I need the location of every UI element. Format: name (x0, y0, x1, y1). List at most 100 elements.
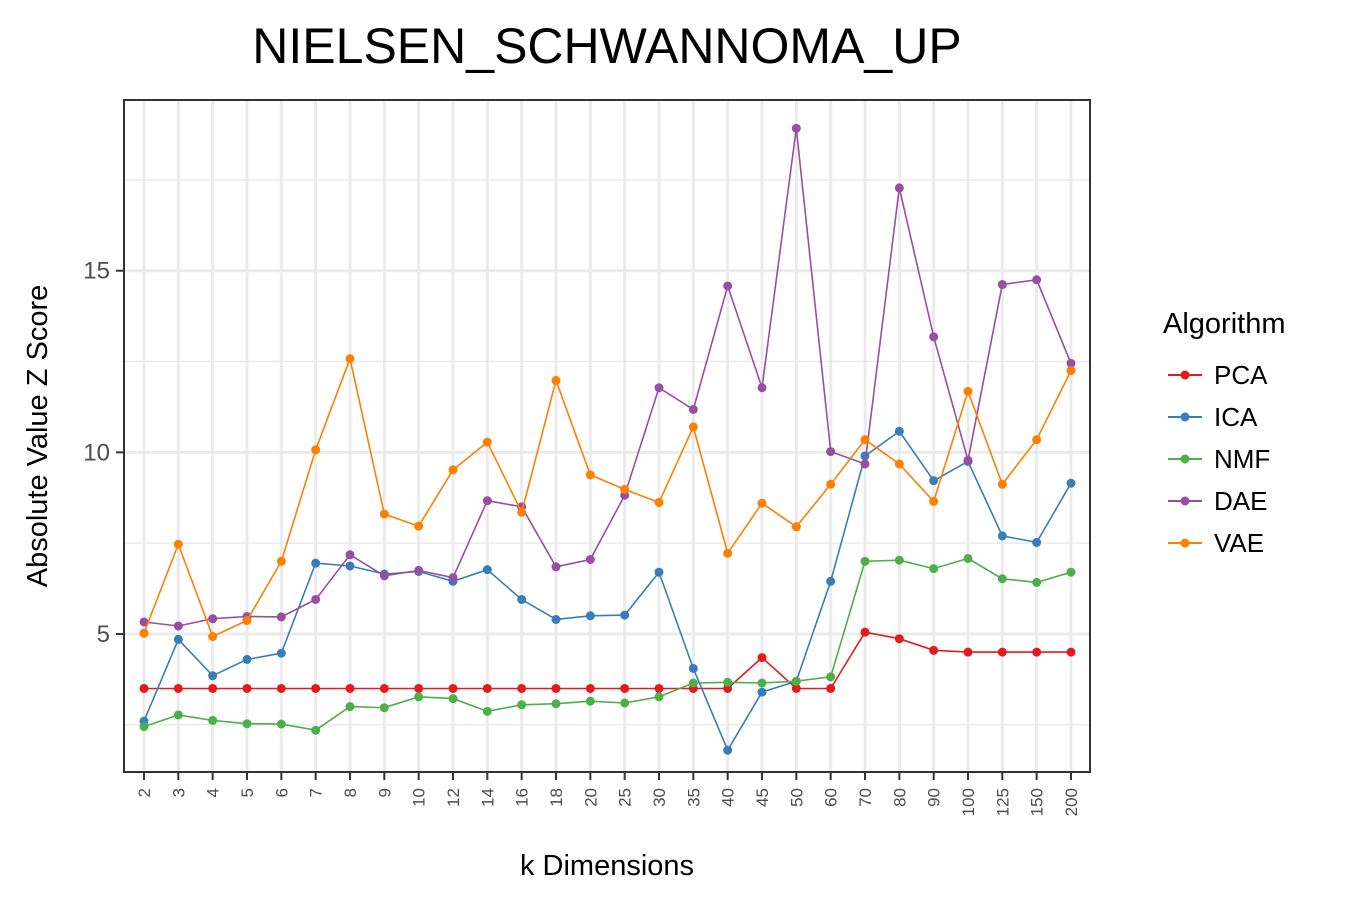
data-point-pca (173, 683, 183, 693)
series-layer (139, 123, 1076, 755)
data-point-pca (860, 627, 870, 637)
x-tick-label: 50 (787, 788, 806, 807)
data-point-ica (208, 671, 218, 681)
data-point-pca (448, 683, 458, 693)
data-point-ica (345, 561, 355, 571)
data-point-pca (1032, 647, 1042, 657)
data-point-vae (860, 435, 870, 445)
data-point-dae (826, 447, 836, 457)
x-tick-label: 3 (169, 788, 188, 797)
data-point-dae (757, 383, 767, 393)
x-tick-label: 30 (650, 788, 669, 807)
data-point-pca (723, 683, 733, 693)
data-point-ica (929, 476, 939, 486)
legend-key-point (1180, 496, 1190, 506)
data-point-nmf (1066, 567, 1076, 577)
legend-item-ica: ICA (1168, 402, 1258, 432)
data-point-nmf (311, 725, 321, 735)
data-point-pca (276, 683, 286, 693)
data-point-dae (414, 565, 424, 575)
data-point-dae (791, 123, 801, 133)
data-point-vae (482, 437, 492, 447)
x-tick-label: 18 (547, 788, 566, 807)
data-point-ica (585, 611, 595, 621)
data-point-dae (1066, 358, 1076, 368)
data-point-vae (208, 632, 218, 642)
data-point-dae (1032, 275, 1042, 285)
data-point-nmf (208, 715, 218, 725)
data-point-dae (379, 571, 389, 581)
chart-title: NIELSEN_SCHWANNOMA_UP (252, 18, 961, 74)
legend-item-dae: DAE (1168, 486, 1267, 516)
legend-label: NMF (1214, 444, 1270, 474)
x-tick-label: 14 (478, 788, 497, 807)
data-point-nmf (242, 719, 252, 729)
data-point-vae (929, 496, 939, 506)
x-tick-label: 150 (1028, 788, 1047, 816)
data-point-vae (757, 498, 767, 508)
data-point-ica (1032, 537, 1042, 547)
x-tick-label: 125 (993, 788, 1012, 816)
legend-key-point (1180, 454, 1190, 464)
data-point-nmf (963, 553, 973, 563)
data-point-ica (1066, 478, 1076, 488)
x-tick-label: 2 (135, 788, 154, 797)
data-point-pca (997, 647, 1007, 657)
data-point-pca (894, 634, 904, 644)
data-point-dae (482, 496, 492, 506)
x-tick-label: 80 (890, 788, 909, 807)
data-point-nmf (860, 556, 870, 566)
data-point-nmf (826, 672, 836, 682)
data-point-pca (654, 683, 664, 693)
data-point-ica (654, 567, 664, 577)
x-tick-label: 12 (444, 788, 463, 807)
data-point-dae (723, 281, 733, 291)
x-tick-label: 40 (719, 788, 738, 807)
x-tick-label: 35 (684, 788, 703, 807)
data-point-vae (585, 470, 595, 480)
data-point-ica (173, 634, 183, 644)
data-point-vae (414, 521, 424, 531)
x-tick-label: 20 (581, 788, 600, 807)
data-point-ica (997, 531, 1007, 541)
x-tick-label: 60 (822, 788, 841, 807)
panel-border (123, 99, 1091, 773)
x-tick-label: 90 (925, 788, 944, 807)
x-tick-label: 100 (959, 788, 978, 816)
data-point-nmf (414, 692, 424, 702)
data-point-vae (894, 459, 904, 469)
data-point-ica (242, 654, 252, 664)
data-point-dae (963, 455, 973, 465)
data-point-ica (482, 565, 492, 575)
data-point-nmf (139, 722, 149, 732)
series-line-nmf (143, 557, 1072, 732)
data-point-pca (929, 645, 939, 655)
data-point-nmf (791, 676, 801, 686)
data-point-vae (311, 445, 321, 455)
data-point-dae (345, 550, 355, 560)
data-point-pca (379, 683, 389, 693)
data-point-vae (517, 507, 527, 517)
data-point-pca (620, 683, 630, 693)
data-point-dae (894, 183, 904, 193)
data-point-dae (173, 621, 183, 631)
data-point-pca (963, 647, 973, 657)
data-point-vae (688, 422, 698, 432)
series-line-pca (144, 631, 1071, 690)
data-point-dae (139, 617, 149, 627)
x-tick-label: 9 (375, 788, 394, 797)
legend-key-point (1180, 538, 1190, 548)
data-point-vae (791, 522, 801, 532)
data-point-ica (826, 576, 836, 586)
series-line-dae (143, 128, 1072, 627)
data-point-nmf (379, 703, 389, 713)
data-point-ica (517, 594, 527, 604)
grid-major (124, 100, 1090, 772)
data-point-dae (997, 280, 1007, 290)
data-point-vae (173, 539, 183, 549)
legend-key-point (1180, 370, 1190, 380)
y-axis: 5 10 15 (83, 258, 124, 648)
data-point-vae (345, 354, 355, 364)
x-tick-label: 16 (513, 788, 532, 807)
